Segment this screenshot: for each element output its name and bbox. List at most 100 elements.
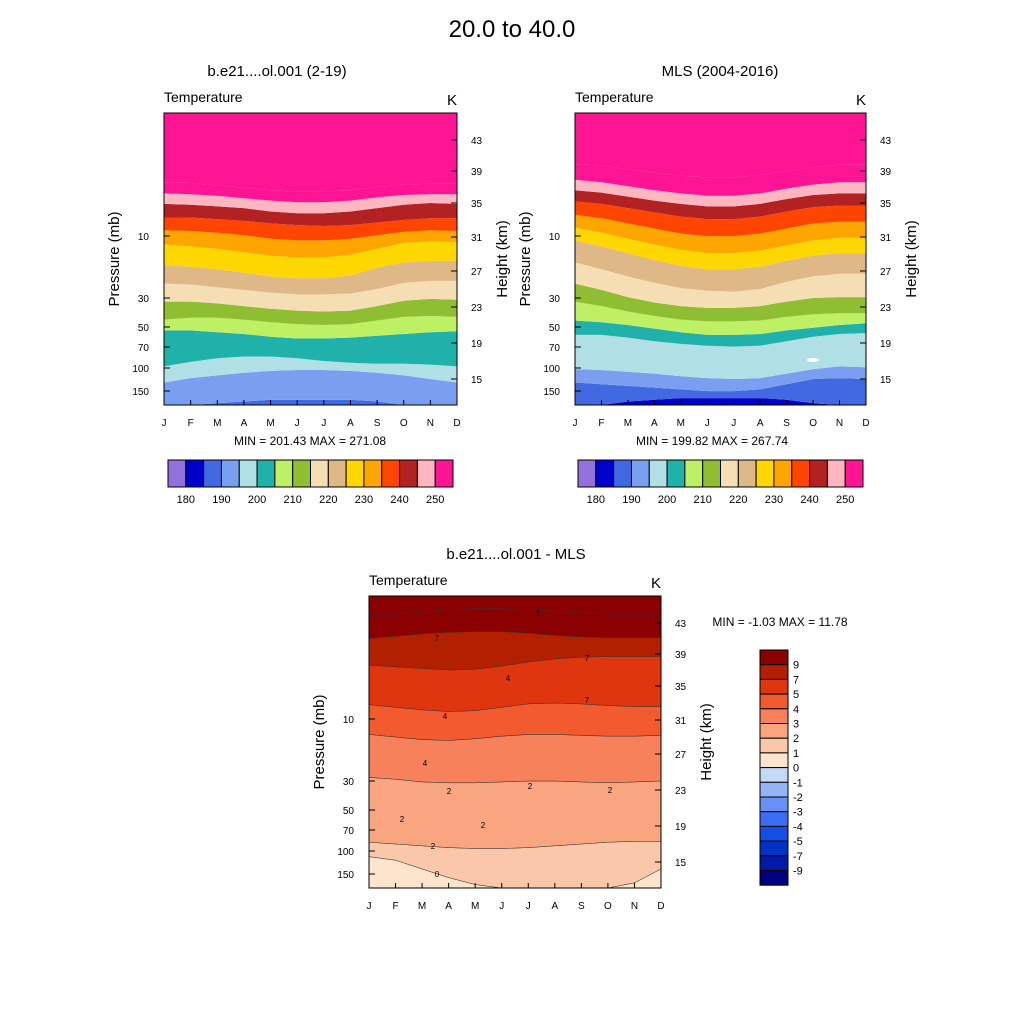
colorbar-label-0-0: 180: [177, 494, 195, 506]
colorbar-box-1-12: [791, 459, 811, 488]
y-tick-label-1-0: 10: [549, 232, 561, 243]
colorbar-label-0-5: 230: [355, 494, 373, 506]
colorbar-label-2-12: -5: [793, 836, 803, 848]
contour-band-1-13: [575, 179, 866, 207]
x-tick-label-0-1: F: [188, 418, 194, 429]
colorbar-box-2-6: [759, 737, 789, 754]
contour-band-1-4: [575, 320, 866, 347]
colorbar-box-1-6: [684, 459, 704, 488]
contour-label-5: 2: [431, 842, 436, 851]
colorbar-label-2-8: -1: [793, 777, 803, 789]
y-right-tick-label-0-3: 31: [471, 233, 483, 244]
contour-label-2: 2: [528, 782, 533, 791]
colorbar-box-0-7: [292, 459, 311, 488]
contour-band-2-11: [368, 734, 662, 784]
y-right-tick-label-0-2: 35: [471, 199, 483, 210]
colorbar-label-0-6: 240: [390, 494, 408, 506]
colorbar-box-0-12: [381, 459, 401, 488]
panel-units-label-1: K: [856, 92, 866, 109]
colorbar-label-2-7: 0: [793, 763, 799, 775]
contour-band-0-5: [164, 298, 457, 325]
y-right-tick-label-0-4: 27: [471, 267, 483, 278]
colorbar-box-0-6: [274, 459, 294, 488]
x-tick-label-0-9: O: [400, 418, 408, 429]
y-right-tick-label-0-7: 15: [471, 375, 483, 386]
y-tick-label-1-4: 100: [543, 364, 560, 375]
colorbar-box-1-14: [826, 459, 846, 488]
panel-units-label-0: K: [447, 92, 457, 109]
y-tick-label-0-5: 150: [132, 387, 149, 398]
y-right-axis-label-0: Height (km): [494, 220, 511, 298]
y-right-axis-label-2: Height (km): [698, 703, 715, 781]
colorbar-box-2-4: [759, 708, 789, 724]
y-tick-label-2-3: 70: [343, 826, 355, 837]
contour-band-1-11: [575, 201, 866, 237]
colorbar-label-2-10: -3: [793, 807, 803, 819]
colorbar-label-2-4: 3: [793, 719, 799, 731]
y-tick-label-2-1: 30: [343, 777, 355, 788]
y-right-tick-label-2-4: 27: [675, 750, 687, 761]
colorbar-box-0-9: [327, 459, 347, 488]
colorbar-box-1-3: [630, 459, 650, 488]
colorbar-label-2-14: -9: [793, 866, 803, 878]
contour-band-0-3: [164, 330, 457, 367]
colorbar-box-2-5: [759, 723, 789, 739]
y-right-tick-label-1-3: 31: [880, 233, 892, 244]
x-tick-label-2-4: M: [471, 901, 479, 912]
colorbar-box-1-2: [613, 459, 632, 488]
colorbar-box-0-1: [185, 459, 205, 488]
colorbar-label-1-2: 200: [658, 494, 676, 506]
y-axis-label-2: Pressure (mb): [311, 694, 328, 789]
colorbar-box-2-0: [759, 649, 789, 666]
colorbar-label-2-0: 9: [793, 660, 799, 672]
x-tick-label-1-3: A: [651, 418, 658, 429]
y-right-tick-label-1-2: 35: [880, 199, 892, 210]
x-tick-label-1-11: D: [862, 418, 869, 429]
colorbar-label-2-5: 2: [793, 733, 799, 745]
colorbar-box-0-3: [220, 459, 240, 488]
y-right-tick-label-1-4: 27: [880, 267, 892, 278]
colorbar-box-2-15: [759, 870, 789, 886]
y-axis-label-0: Pressure (mb): [106, 211, 123, 306]
contour-label-11: 7: [435, 634, 440, 643]
contour-band-0-14: [164, 113, 457, 192]
contour-band-2-16: [368, 595, 662, 615]
x-tick-label-0-3: A: [241, 418, 248, 429]
x-tick-label-1-10: N: [836, 418, 843, 429]
colorbar-label-2-11: -4: [793, 821, 803, 833]
colorbar-box-2-2: [759, 678, 789, 695]
contour-band-1-14: [575, 164, 866, 196]
panel-left-label-1: Temperature: [575, 89, 654, 105]
contour-label-0: 0: [435, 870, 440, 879]
contour-label-10: 7: [585, 696, 590, 705]
x-tick-label-2-10: N: [631, 901, 638, 912]
colorbar-box-2-14: [759, 855, 789, 871]
y-right-tick-label-0-6: 19: [471, 339, 483, 350]
contour-label-12: 7: [585, 654, 590, 663]
y-tick-label-1-3: 70: [549, 343, 561, 354]
x-tick-label-1-8: S: [783, 418, 790, 429]
contour-label-9: 4: [506, 674, 511, 683]
colorbar-box-1-0: [577, 459, 597, 488]
contour-band-0-0: [164, 399, 457, 405]
colorbar-label-1-4: 220: [729, 494, 747, 506]
contour-label-8: 4: [443, 712, 448, 721]
contour-band-1-1: [575, 378, 866, 405]
x-tick-label-0-2: M: [213, 418, 221, 429]
x-tick-label-1-0: J: [573, 418, 578, 429]
contour-band-1-0: [575, 398, 866, 405]
contour-band-0-6: [164, 280, 457, 312]
contour-band-1-9: [575, 227, 866, 270]
x-tick-label-1-6: J: [731, 418, 736, 429]
stats-label-1: MIN = 199.82 MAX = 267.74: [636, 434, 788, 448]
plot-frame-1: [574, 112, 867, 406]
contour-band-1-7: [575, 262, 866, 308]
colorbar-label-1-0: 180: [587, 494, 605, 506]
x-tick-label-0-6: J: [321, 418, 326, 429]
colorbar-label-1-7: 250: [836, 494, 854, 506]
colorbar-box-0-4: [238, 459, 258, 488]
x-tick-label-2-1: F: [392, 901, 398, 912]
contour-band-1-12: [575, 190, 866, 220]
colorbar-label-2-13: -7: [793, 851, 803, 863]
colorbar-label-2-9: -2: [793, 792, 803, 804]
